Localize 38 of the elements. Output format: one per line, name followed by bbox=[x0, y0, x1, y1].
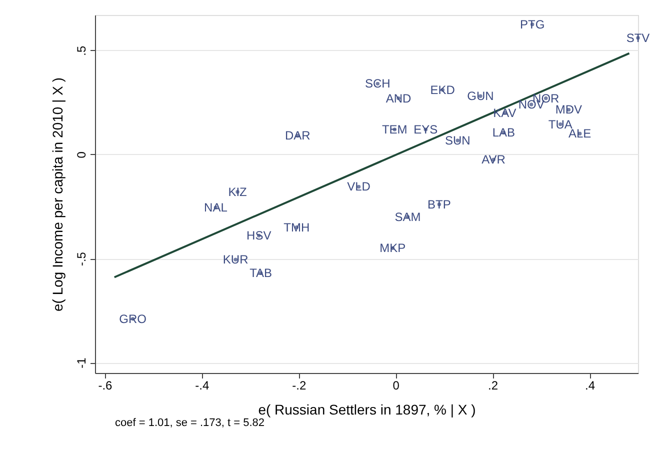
data-label: KUR bbox=[222, 252, 249, 267]
x-tick-label: 0 bbox=[392, 378, 400, 392]
x-tick-label: -.6 bbox=[98, 378, 113, 392]
x-tick-label: .4 bbox=[585, 378, 596, 392]
data-label: AND bbox=[386, 91, 412, 106]
y-axis-title: e( Log Income per capita in 2010 | X ) bbox=[50, 78, 66, 312]
y-tick-label: -1 bbox=[74, 357, 88, 368]
data-label: KAV bbox=[493, 106, 516, 120]
data-label: MKP bbox=[380, 241, 406, 256]
data-label: SCH bbox=[364, 76, 390, 91]
data-label: PTG bbox=[520, 17, 545, 32]
data-label: MDV bbox=[555, 102, 582, 117]
x-tick-label: -.4 bbox=[195, 378, 210, 392]
data-label: AVR bbox=[482, 152, 506, 167]
data-label: EKD bbox=[430, 82, 456, 97]
data-label: VLD bbox=[347, 180, 371, 194]
data-label: TEM bbox=[382, 122, 408, 136]
data-label: DAR bbox=[284, 128, 311, 143]
data-label: KIZ bbox=[228, 184, 247, 199]
data-label: STV bbox=[626, 30, 650, 45]
data-label: GUN bbox=[467, 89, 494, 104]
y-tick-label: 0 bbox=[74, 151, 88, 158]
data-label: TMH bbox=[284, 220, 310, 234]
text: coef = 1.01, se = .173, t = 5.82 bbox=[115, 417, 265, 429]
data-label: BTP bbox=[428, 197, 451, 212]
data-label: GRO bbox=[119, 312, 146, 326]
data-label: EYS bbox=[414, 122, 438, 136]
data-label: SUN bbox=[444, 134, 470, 148]
data-label: TAB bbox=[250, 266, 272, 280]
data-label: NAL bbox=[204, 200, 228, 215]
data-label: HSV bbox=[246, 228, 272, 243]
x-axis-title: e( Russian Settlers in 1897, % | X ) bbox=[258, 402, 476, 418]
y-tick-label: .5 bbox=[74, 46, 88, 56]
y-tick-label: -.5 bbox=[74, 252, 88, 266]
data-label: LAB bbox=[492, 126, 516, 140]
x-tick-label: .2 bbox=[488, 378, 498, 392]
data-label: SAM bbox=[394, 210, 421, 224]
x-tick-label: -.2 bbox=[292, 378, 306, 392]
